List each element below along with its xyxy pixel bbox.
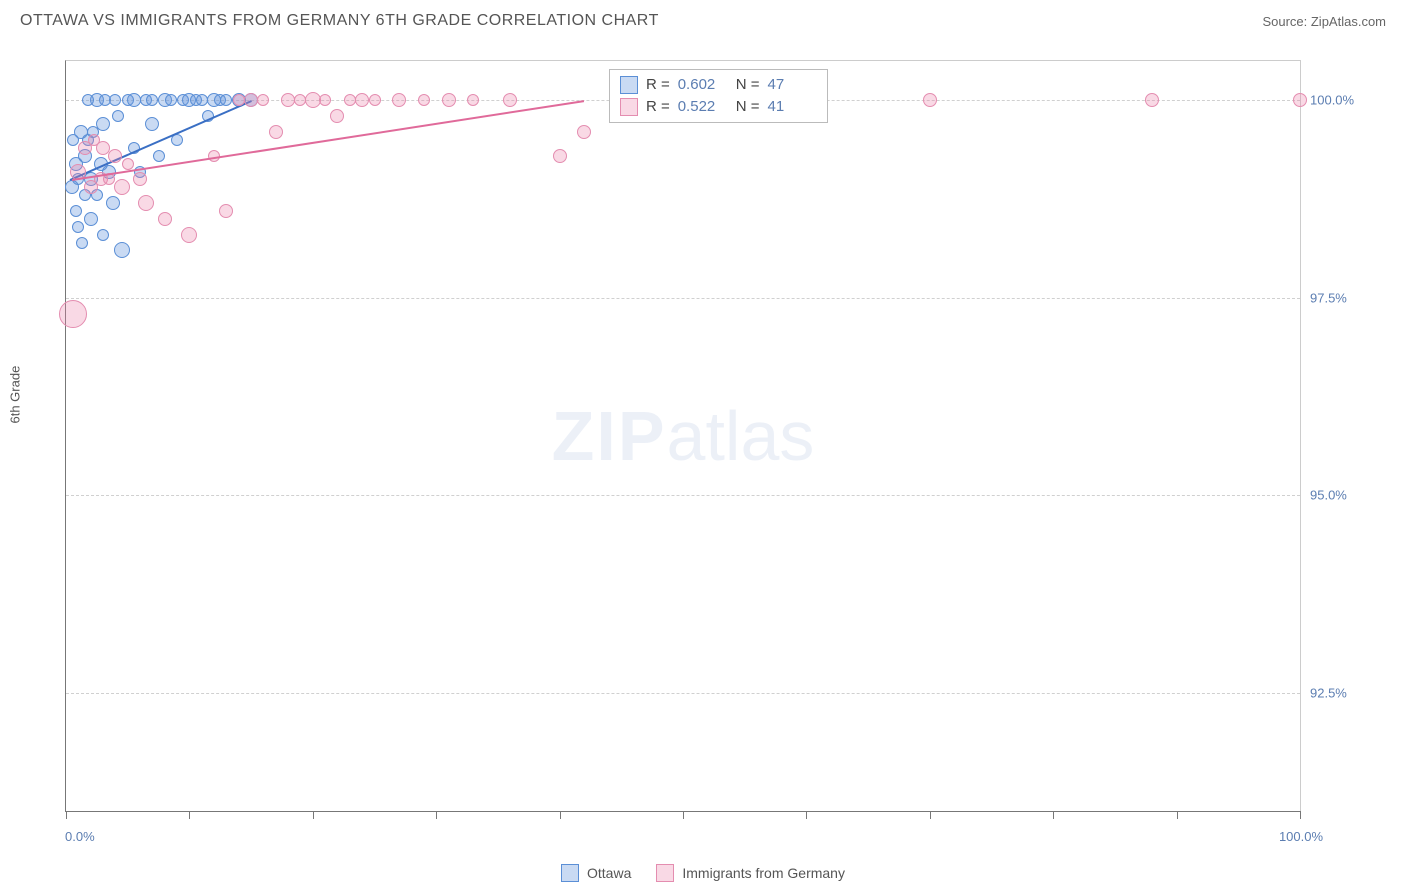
data-point (369, 94, 381, 106)
data-point (165, 94, 177, 106)
y-tick-label: 92.5% (1310, 685, 1375, 700)
data-point (355, 93, 369, 107)
x-tick (1177, 811, 1178, 819)
legend-item-ottawa: Ottawa (561, 864, 631, 882)
data-point (281, 93, 295, 107)
stat-r-value: 0.602 (678, 76, 728, 93)
source-label: Source: ZipAtlas.com (1262, 14, 1386, 29)
trend-line (72, 100, 584, 181)
data-point (319, 94, 331, 106)
data-point (76, 237, 88, 249)
swatch-icon (620, 98, 638, 116)
data-point (553, 149, 567, 163)
data-point (84, 212, 98, 226)
data-point (1293, 93, 1307, 107)
data-point (181, 227, 197, 243)
stat-n-label: N = (736, 76, 760, 93)
data-point (114, 242, 130, 258)
legend-label: Ottawa (587, 865, 631, 881)
x-tick (1053, 811, 1054, 819)
swatch-icon (656, 864, 674, 882)
stat-n-value: 41 (767, 98, 817, 115)
data-point (257, 94, 269, 106)
x-tick (436, 811, 437, 819)
stat-r-label: R = (646, 98, 670, 115)
y-tick-label: 100.0% (1310, 93, 1375, 108)
data-point (82, 94, 94, 106)
stats-row: R = 0.522 N = 41 (620, 96, 818, 118)
stats-row: R = 0.602 N = 47 (620, 74, 818, 96)
data-point (127, 93, 141, 107)
stat-r-label: R = (646, 76, 670, 93)
data-point (219, 204, 233, 218)
bottom-legend: Ottawa Immigrants from Germany (0, 864, 1406, 882)
swatch-icon (561, 864, 579, 882)
data-point (59, 300, 87, 328)
data-point (220, 94, 232, 106)
data-point (158, 212, 172, 226)
x-tick (683, 811, 684, 819)
data-point (923, 93, 937, 107)
data-point (109, 94, 121, 106)
legend-item-germany: Immigrants from Germany (656, 864, 845, 882)
x-max-label: 100.0% (1279, 829, 1323, 844)
data-point (503, 93, 517, 107)
data-point (106, 196, 120, 210)
gridline (66, 495, 1300, 496)
data-point (392, 93, 406, 107)
data-point (122, 158, 134, 170)
data-point (269, 125, 283, 139)
x-tick (189, 811, 190, 819)
data-point (70, 205, 82, 217)
data-point (114, 179, 130, 195)
x-tick (1300, 811, 1301, 819)
data-point (196, 94, 208, 106)
data-point (97, 229, 109, 241)
x-tick (930, 811, 931, 819)
chart-title: OTTAWA VS IMMIGRANTS FROM GERMANY 6TH GR… (20, 12, 659, 30)
stats-legend: R = 0.602 N = 47 R = 0.522 N = 41 (609, 69, 829, 123)
data-point (344, 94, 356, 106)
y-axis-label: 6th Grade (8, 366, 23, 424)
data-point (418, 94, 430, 106)
x-tick (560, 811, 561, 819)
data-point (1145, 93, 1159, 107)
stat-n-value: 47 (767, 76, 817, 93)
legend-label: Immigrants from Germany (682, 865, 845, 881)
data-point (133, 172, 147, 186)
data-point (108, 149, 122, 163)
scatter-plot: ZIPatlas 92.5%95.0%97.5%100.0%R =0.602N … (65, 60, 1301, 812)
data-point (72, 221, 84, 233)
data-point (138, 195, 154, 211)
data-point (442, 93, 456, 107)
data-point (145, 117, 159, 131)
swatch-icon (620, 76, 638, 94)
data-point (467, 94, 479, 106)
x-tick (313, 811, 314, 819)
x-tick (806, 811, 807, 819)
data-point (330, 109, 344, 123)
chart-area: 6th Grade ZIPatlas 92.5%95.0%97.5%100.0%… (20, 50, 1386, 842)
data-point (96, 117, 110, 131)
data-point (153, 150, 165, 162)
gridline (66, 693, 1300, 694)
x-min-label: 0.0% (65, 829, 95, 844)
stat-r-value: 0.522 (678, 98, 728, 115)
data-point (244, 93, 258, 107)
stat-n-label: N = (736, 98, 760, 115)
data-point (577, 125, 591, 139)
gridline (66, 298, 1300, 299)
data-point (112, 110, 124, 122)
watermark: ZIPatlas (552, 396, 815, 476)
data-point (233, 94, 245, 106)
y-tick-label: 97.5% (1310, 290, 1375, 305)
data-point (146, 94, 158, 106)
x-tick (66, 811, 67, 819)
y-tick-label: 95.0% (1310, 488, 1375, 503)
